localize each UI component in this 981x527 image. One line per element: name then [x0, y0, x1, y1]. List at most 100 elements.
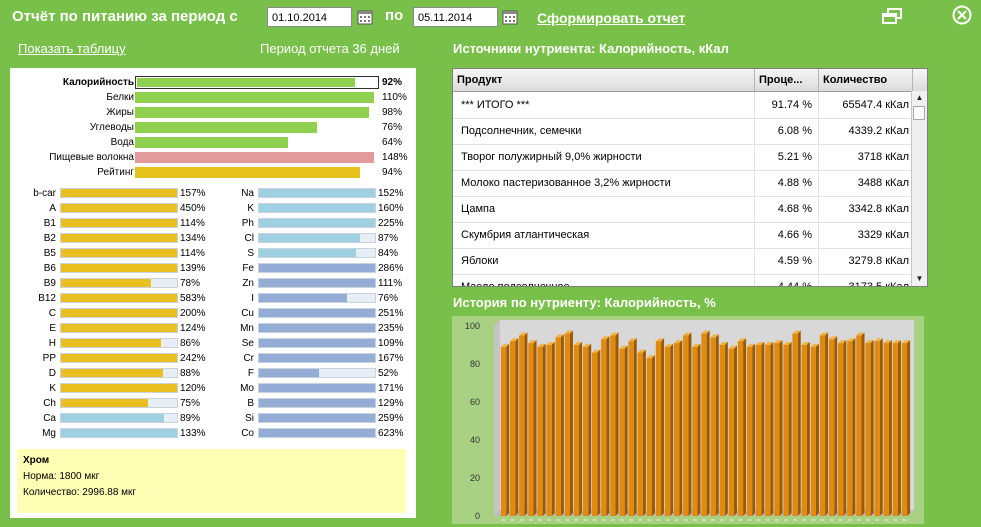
- table-row[interactable]: Цампа 4.68 % 3342.8 кКал: [453, 196, 913, 223]
- bar-top: [856, 332, 865, 336]
- vitamins-bar-track: [60, 338, 178, 348]
- vitamins-row[interactable]: PP 242%: [10, 352, 210, 365]
- vitamins-row[interactable]: D 88%: [10, 367, 210, 380]
- col-percent[interactable]: Проце...: [755, 69, 819, 91]
- vitamins-row[interactable]: b-car 157%: [10, 187, 210, 200]
- minerals-row[interactable]: Cl 87%: [208, 232, 408, 245]
- scroll-up-icon[interactable]: ▲: [912, 91, 927, 105]
- bar: [874, 341, 880, 516]
- vitamins-label: Ch: [43, 398, 56, 409]
- bar-side: [815, 343, 819, 516]
- vitamins-row[interactable]: B9 78%: [10, 277, 210, 290]
- scroll-down-icon[interactable]: ▼: [912, 272, 927, 286]
- minerals-row[interactable]: I 76%: [208, 292, 408, 305]
- vitamins-label: B12: [38, 293, 56, 304]
- minerals-row[interactable]: Si 259%: [208, 412, 408, 425]
- main-nutrient-row[interactable]: Жиры 98%: [10, 106, 416, 119]
- close-icon[interactable]: [952, 5, 972, 25]
- table-row[interactable]: Скумбрия атлантическая 4.66 % 3329 кКал: [453, 222, 913, 249]
- minerals-label: Fe: [242, 263, 254, 274]
- bar-side: [533, 340, 537, 516]
- minerals-row[interactable]: Ph 225%: [208, 217, 408, 230]
- col-product[interactable]: Продукт: [453, 69, 755, 91]
- vitamins-label: PP: [42, 353, 56, 364]
- vitamins-row[interactable]: Ca 89%: [10, 412, 210, 425]
- vitamins-row[interactable]: B6 139%: [10, 262, 210, 275]
- minerals-row[interactable]: K 160%: [208, 202, 408, 215]
- bar-side: [569, 330, 573, 516]
- bar-side: [670, 343, 674, 516]
- generate-report-link[interactable]: Сформировать отчет: [537, 10, 686, 26]
- vitamins-row[interactable]: B1 114%: [10, 217, 210, 230]
- scroll-thumb[interactable]: [913, 106, 925, 120]
- main-nutrient-row[interactable]: Пищевые волокна 148%: [10, 151, 416, 164]
- vitamins-row[interactable]: A 450%: [10, 202, 210, 215]
- minerals-row[interactable]: Mn 235%: [208, 322, 408, 335]
- restore-window-icon[interactable]: [881, 8, 903, 24]
- table-row[interactable]: Подсолнечник, семечки 6.08 % 4339.2 кКал: [453, 118, 913, 145]
- minerals-row[interactable]: Cr 167%: [208, 352, 408, 365]
- col-quantity[interactable]: Количество: [819, 69, 913, 91]
- vitamins-row[interactable]: B12 583%: [10, 292, 210, 305]
- table-header: Продукт Проце... Количество: [453, 69, 927, 92]
- vitamins-bar: [61, 399, 148, 407]
- minerals-row[interactable]: Cu 251%: [208, 307, 408, 320]
- minerals-row[interactable]: S 84%: [208, 247, 408, 260]
- minerals-row[interactable]: B 129%: [208, 397, 408, 410]
- main-nutrient-row[interactable]: Углеводы 76%: [10, 121, 416, 134]
- nutrient-bar: [135, 122, 317, 133]
- bar: [856, 335, 862, 516]
- table-row[interactable]: Творог полужирный 9,0% жирности 5.21 % 371…: [453, 144, 913, 171]
- history-title: История по нутриенту: Калорийность, %: [453, 295, 716, 310]
- minerals-row[interactable]: Na 152%: [208, 187, 408, 200]
- date-from-field[interactable]: 01.10.2014: [267, 7, 352, 27]
- bar-side: [724, 342, 728, 516]
- main-nutrient-row[interactable]: Вода 64%: [10, 136, 416, 149]
- bar: [637, 352, 643, 516]
- bar-top: [710, 334, 719, 338]
- nutrient-percent: 92%: [382, 77, 403, 88]
- minerals-bar: [259, 369, 320, 377]
- vitamins-row[interactable]: H 86%: [10, 337, 210, 350]
- calendar-icon[interactable]: [502, 9, 518, 25]
- bar-top: [646, 355, 655, 359]
- bar: [765, 345, 771, 516]
- vitamins-percent: 75%: [180, 398, 201, 409]
- main-nutrient-row[interactable]: Калорийность 92%: [10, 76, 416, 89]
- x-tick: [501, 519, 506, 521]
- table-row[interactable]: Молоко пастеризованное 3,2% жирности 4.88…: [453, 170, 913, 197]
- vitamins-row[interactable]: Ch 75%: [10, 397, 210, 410]
- x-tick: [847, 519, 852, 521]
- table-row[interactable]: Яблоки 4.59 % 3279.8 кКал: [453, 248, 913, 275]
- minerals-row[interactable]: Fe 286%: [208, 262, 408, 275]
- vitamins-row[interactable]: C 200%: [10, 307, 210, 320]
- minerals-row[interactable]: Zn 111%: [208, 277, 408, 290]
- main-nutrient-row[interactable]: Белки 110%: [10, 91, 416, 104]
- product-cell: Яблоки: [453, 248, 755, 274]
- percent-cell: 4.66 %: [755, 222, 819, 248]
- minerals-row[interactable]: Mo 171%: [208, 382, 408, 395]
- vitamins-label: B6: [43, 263, 56, 274]
- vitamins-row[interactable]: B5 114%: [10, 247, 210, 260]
- minerals-row[interactable]: F 52%: [208, 367, 408, 380]
- main-nutrient-row[interactable]: Рейтинг 94%: [10, 166, 416, 179]
- chart-side-wall: [494, 320, 500, 516]
- minerals-row[interactable]: Se 109%: [208, 337, 408, 350]
- minerals-bar: [259, 264, 375, 272]
- show-table-link[interactable]: Показать таблицу: [18, 41, 126, 56]
- vitamins-row[interactable]: E 124%: [10, 322, 210, 335]
- minerals-bar-track: [258, 263, 376, 273]
- minerals-label: S: [247, 248, 254, 259]
- table-row[interactable]: *** ИТОГО *** 91.74 % 65547.4 кКал: [453, 92, 913, 119]
- bar: [674, 343, 680, 516]
- nutrient-bar: [135, 152, 375, 163]
- table-scrollbar[interactable]: ▲ ▼: [911, 91, 927, 286]
- quantity-cell: 3329 кКал: [857, 229, 909, 241]
- vitamins-row[interactable]: K 120%: [10, 382, 210, 395]
- vitamins-row[interactable]: Mg 133%: [10, 427, 210, 440]
- date-to-field[interactable]: 05.11.2014: [413, 7, 498, 27]
- vitamins-row[interactable]: B2 134%: [10, 232, 210, 245]
- minerals-row[interactable]: Co 623%: [208, 427, 408, 440]
- calendar-icon[interactable]: [357, 9, 373, 25]
- table-row[interactable]: Масло подсолнечное 4.44 % 3173.5 кКал: [453, 274, 913, 286]
